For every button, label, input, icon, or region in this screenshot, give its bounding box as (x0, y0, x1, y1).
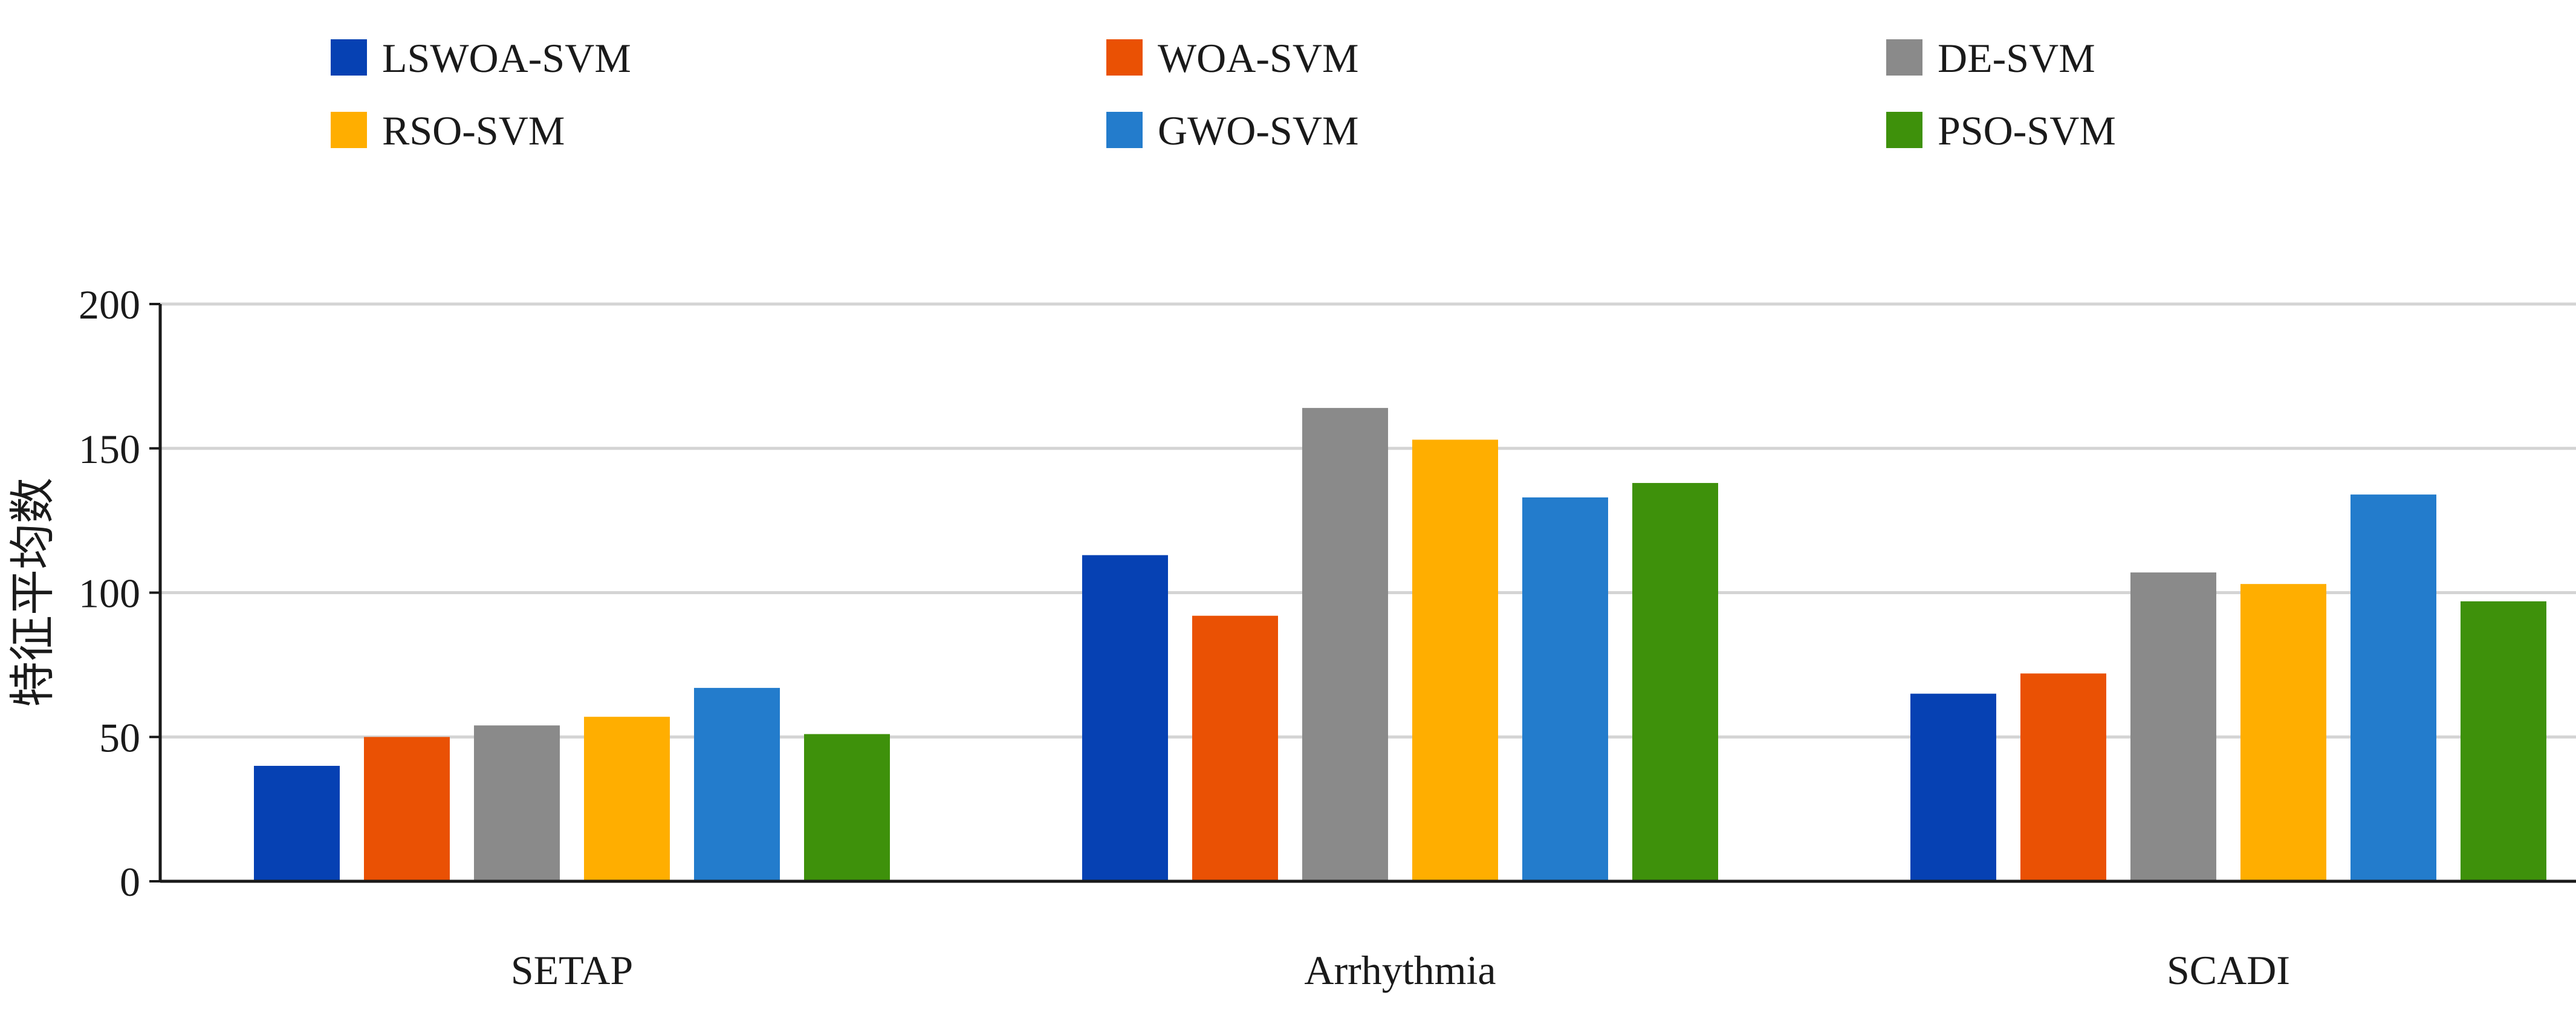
bar (254, 766, 340, 881)
y-tick-label: 0 (120, 859, 140, 905)
bar (2461, 601, 2546, 881)
legend-label: PSO-SVM (1938, 108, 2116, 154)
bar (804, 734, 890, 881)
bar (584, 716, 670, 881)
bar (2240, 584, 2326, 881)
legend-swatch (331, 39, 367, 76)
legend-swatch (331, 112, 367, 148)
y-tick-label: 200 (79, 282, 140, 328)
bar (2130, 572, 2216, 881)
bar (694, 688, 780, 881)
axes: 0 50 100 150 200 SETAP Arrhythmia SCADI (79, 282, 2576, 993)
bar (1910, 693, 1996, 881)
legend-swatch (1886, 39, 1922, 76)
legend-swatch (1106, 39, 1143, 76)
y-tick-label: 150 (79, 426, 140, 472)
bar (1192, 615, 1278, 881)
legend-swatch (1886, 112, 1922, 148)
x-category-label: Arrhythmia (1304, 947, 1496, 993)
legend-swatch (1106, 112, 1143, 148)
bars (254, 407, 2546, 881)
bar (2351, 494, 2436, 881)
legend-label: LSWOA-SVM (382, 35, 631, 81)
y-axis-title: 特征平均数 (8, 478, 59, 707)
bar (474, 725, 560, 881)
bar (1522, 497, 1608, 881)
x-category-label: SETAP (511, 947, 633, 993)
legend-label: DE-SVM (1938, 35, 2095, 81)
y-tick-label: 50 (99, 714, 140, 760)
legend-label: GWO-SVM (1158, 108, 1358, 154)
legend: LSWOA-SVM WOA-SVM DE-SVM RSO-SVM GWO-SVM PSO-… (331, 35, 2116, 154)
x-category-label: SCADI (2167, 947, 2290, 993)
bar (1412, 439, 1498, 881)
bar (1632, 483, 1718, 881)
bar (2020, 673, 2106, 881)
legend-label: RSO-SVM (382, 108, 565, 154)
bar (1302, 407, 1388, 881)
bar (1082, 555, 1168, 881)
y-tick-label: 100 (79, 571, 140, 617)
legend-label: WOA-SVM (1158, 35, 1358, 81)
bar (364, 737, 450, 881)
